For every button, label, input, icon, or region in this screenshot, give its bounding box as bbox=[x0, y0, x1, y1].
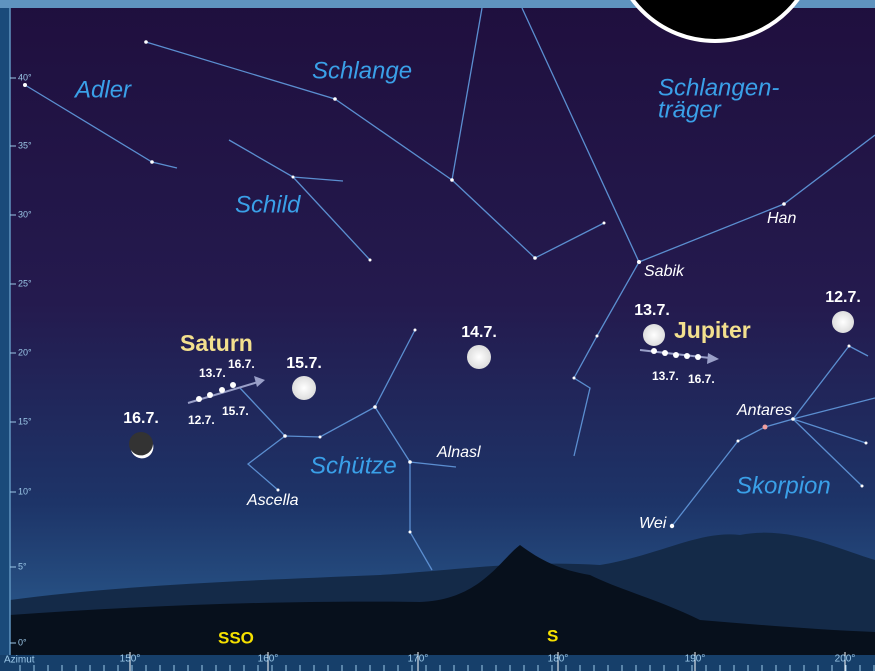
constellation-label: Schlange bbox=[312, 57, 412, 84]
star-label: Han bbox=[767, 210, 796, 227]
planet-date: 13.7. bbox=[652, 369, 679, 383]
moon-date: 14.7. bbox=[461, 324, 497, 341]
azimuth-label: 200° bbox=[835, 654, 856, 665]
planet-date: 12.7. bbox=[188, 413, 215, 427]
constellation-label: Schütze bbox=[310, 452, 397, 479]
altitude-label: 35° bbox=[18, 140, 32, 150]
azimuth-label: 160° bbox=[258, 654, 279, 665]
saturn-track bbox=[187, 376, 265, 404]
altitude-label: 10° bbox=[18, 486, 32, 496]
moon-date: 13.7. bbox=[634, 302, 670, 319]
moon-date: 12.7. bbox=[825, 289, 861, 306]
constellation-label: Skorpion bbox=[736, 472, 831, 499]
azimuth-label: 180° bbox=[548, 654, 569, 665]
azimuth-label: 150° bbox=[120, 654, 141, 665]
moon-date: 16.7. bbox=[123, 410, 159, 427]
star-label: Sabik bbox=[644, 263, 685, 280]
altitude-label: 25° bbox=[18, 278, 32, 288]
constellation-label: Schild bbox=[235, 191, 301, 218]
planet-date: 16.7. bbox=[228, 357, 255, 371]
star-label: Alnasl bbox=[436, 444, 481, 461]
azimuth-labels: 150° 160° 170° 180° 190° 200° bbox=[19, 652, 875, 671]
planet-date: 13.7. bbox=[199, 366, 226, 380]
direction-label: SSO bbox=[218, 628, 254, 647]
altitude-label: 30° bbox=[18, 209, 32, 219]
constellation-label: Schlangen- bbox=[658, 74, 779, 101]
jupiter-track bbox=[639, 348, 719, 364]
altitude-label: 20° bbox=[18, 347, 32, 357]
stars bbox=[23, 40, 868, 534]
direction-label: S bbox=[547, 626, 558, 645]
planet-label: Jupiter bbox=[674, 317, 751, 343]
star-label: Wei bbox=[639, 515, 667, 532]
foreground-trees bbox=[10, 545, 875, 671]
altitude-label: 40° bbox=[18, 72, 32, 82]
top-border bbox=[0, 0, 875, 8]
moons bbox=[129, 311, 854, 459]
constellation-lines bbox=[24, 7, 875, 571]
star-label: Antares bbox=[736, 402, 792, 419]
altitude-labels: 0° 5° 10° 15° 20° 25° 30° 35° 40° bbox=[10, 72, 32, 647]
planet-date: 16.7. bbox=[688, 372, 715, 386]
azimuth-label: 170° bbox=[408, 654, 429, 665]
planet-label: Saturn bbox=[180, 330, 253, 356]
constellation-label: Adler bbox=[73, 76, 132, 103]
moon-date: 15.7. bbox=[286, 355, 322, 372]
planet-date: 15.7. bbox=[222, 404, 249, 418]
altitude-bar bbox=[0, 8, 10, 671]
inset-circle bbox=[630, 0, 800, 43]
altitude-label: 15° bbox=[18, 416, 32, 426]
azimuth-label: 190° bbox=[685, 654, 706, 665]
star-label: Ascella bbox=[246, 492, 299, 509]
altitude-label: 0° bbox=[18, 637, 27, 647]
constellation-label: träger bbox=[658, 96, 722, 123]
azimuth-bar bbox=[0, 655, 875, 671]
altitude-label: 5° bbox=[18, 561, 27, 571]
azimuth-title: Azimut bbox=[4, 655, 35, 666]
